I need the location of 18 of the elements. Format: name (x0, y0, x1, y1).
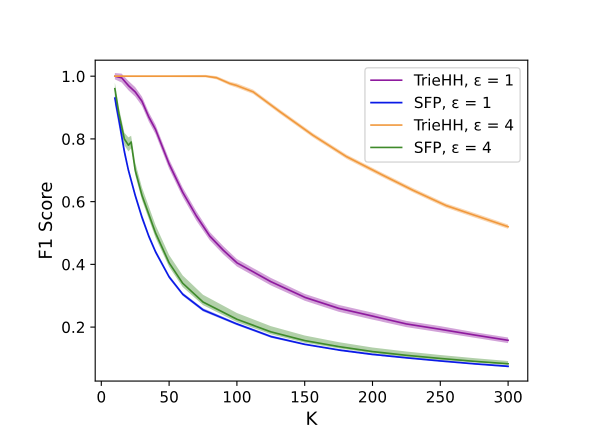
x-axis-title: K (307, 412, 318, 425)
y-tick-label: 0.6 (62, 196, 85, 208)
x-tick-label: 150 (292, 391, 318, 403)
y-tick-label: 0.4 (62, 258, 85, 270)
x-tick-label: 250 (426, 391, 454, 403)
x-tick-label: 0 (97, 391, 106, 403)
x-tick-label: 300 (494, 391, 522, 403)
y-axis-title: F1 Score (38, 182, 52, 258)
y-tick-label: 0.2 (62, 322, 84, 334)
legend-label: TrieHH, ε = 1 (414, 74, 513, 88)
legend-label: SFP, ε = 1 (414, 96, 490, 110)
x-tick-label: 100 (224, 391, 250, 403)
x-tick-label: 200 (359, 391, 386, 403)
y-tick-label: 1.0 (62, 70, 84, 82)
legend-label: SFP, ε = 4 (414, 141, 491, 155)
legend-label: TrieHH, ε = 4 (414, 118, 514, 132)
x-tick-label: 50 (160, 391, 178, 403)
y-tick-label: 0.8 (62, 133, 84, 145)
